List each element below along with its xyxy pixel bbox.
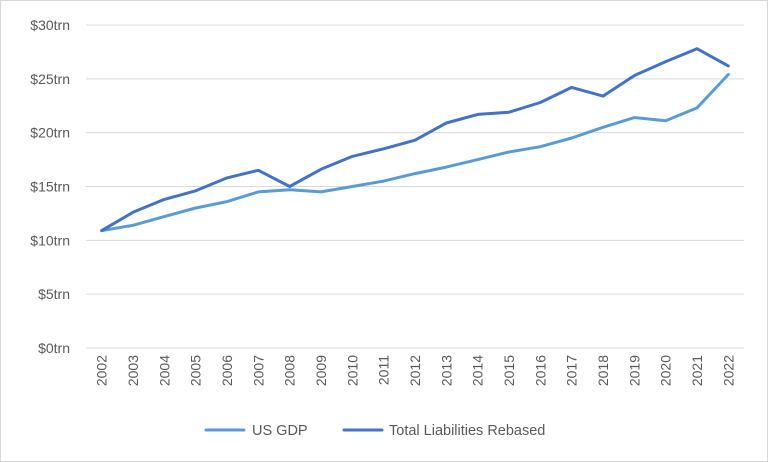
series-line-total-liabilities [100, 47, 730, 233]
x-tick-label: 2021 [689, 355, 705, 386]
y-tick-label: $25trn [30, 71, 70, 87]
x-tick-label: 2003 [125, 355, 141, 386]
y-tick-label: $5trn [38, 286, 70, 302]
x-tick-label: 2009 [313, 355, 329, 386]
legend-label: Total Liabilities Rebased [389, 423, 545, 439]
y-tick-label: $0trn [38, 340, 70, 356]
y-tick-label: $30trn [30, 17, 70, 33]
x-tick-label: 2006 [219, 355, 235, 386]
x-tick-label: 2019 [626, 355, 642, 386]
x-tick-label: 2008 [282, 355, 298, 386]
legend: US GDP Total Liabilities Rebased [204, 423, 545, 439]
x-tick-label: 2014 [470, 355, 486, 386]
x-tick-label: 2018 [595, 355, 611, 386]
y-tick-label: $10trn [30, 232, 70, 248]
x-tick-label: 2005 [188, 355, 204, 386]
y-axis-ticks: $0trn $5trn $10trn $15trn $20trn $25trn $30trn [30, 17, 70, 356]
x-tick-label: 2004 [156, 355, 172, 386]
x-tick-label: 2007 [250, 355, 266, 386]
x-tick-label: 2011 [376, 355, 392, 385]
x-tick-label: 2013 [438, 355, 454, 386]
x-tick-label: 2016 [532, 355, 548, 386]
x-tick-label: 2002 [94, 355, 110, 386]
series-line-us-gdp [100, 73, 730, 233]
gridlines [86, 24, 744, 349]
x-tick-label: 2017 [564, 355, 580, 386]
y-tick-label: $15trn [30, 179, 70, 195]
y-tick-label: $20trn [30, 125, 70, 141]
x-axis-ticks: 2002 2003 2004 2005 2006 2007 2008 2009 2010 2011… [94, 355, 737, 386]
series-lines [100, 47, 730, 233]
x-tick-label: 2012 [407, 355, 423, 386]
legend-label: US GDP [252, 423, 308, 439]
x-tick-label: 2020 [658, 355, 674, 386]
x-tick-label: 2015 [501, 355, 517, 386]
x-tick-label: 2022 [720, 355, 736, 386]
x-tick-label: 2010 [344, 355, 360, 386]
